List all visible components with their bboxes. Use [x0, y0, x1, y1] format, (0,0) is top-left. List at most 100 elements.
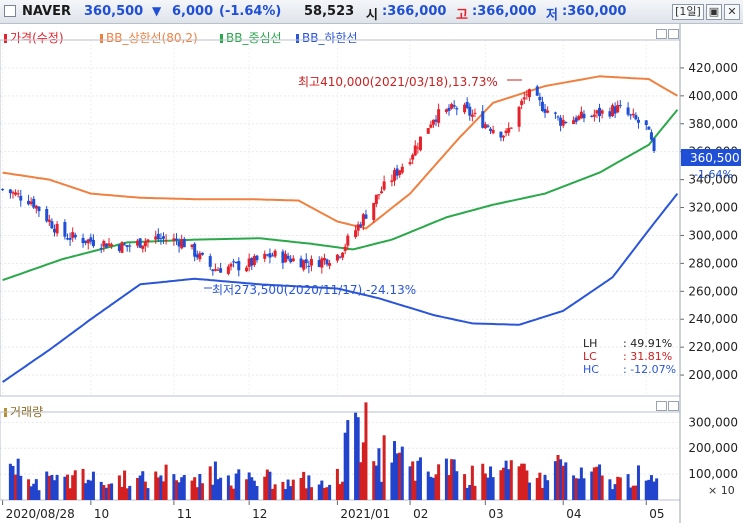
candle-body — [572, 120, 576, 125]
candle-body — [11, 192, 15, 194]
volume-bar — [527, 482, 531, 500]
candle-body — [164, 240, 168, 242]
price-panel-settings-icon[interactable] — [656, 29, 667, 39]
lc-label: LC — [583, 350, 597, 363]
volume-bar — [86, 479, 90, 500]
volume-panel-close-icon[interactable] — [668, 401, 679, 411]
candle-body — [418, 136, 422, 151]
volume-bar — [73, 470, 77, 500]
volume-bar — [320, 480, 324, 500]
candle-body — [141, 245, 145, 249]
volume-bar — [174, 480, 178, 500]
volume-bar — [634, 485, 638, 500]
x-tick-label: 10 — [94, 507, 109, 521]
open-label: 시 — [366, 8, 378, 23]
volume-bar — [400, 446, 404, 500]
candle-body — [341, 252, 345, 258]
bb-upper-line — [2, 75, 678, 230]
volume-bar — [450, 459, 454, 500]
volume-panel-settings-icon[interactable] — [656, 401, 667, 411]
volume-bar — [393, 441, 397, 500]
volume-bar — [473, 485, 477, 500]
volume-bar — [107, 484, 111, 500]
volume-bar — [237, 469, 241, 500]
volume-bar — [193, 477, 197, 500]
period-button[interactable]: [1일] — [672, 4, 704, 20]
price-tag-value: 360,500 — [690, 151, 740, 165]
candle-body — [579, 111, 583, 119]
volume-bar — [437, 464, 441, 500]
volume-bar — [250, 477, 254, 500]
candle-body — [380, 191, 384, 194]
volume-bar — [395, 453, 399, 500]
candle-body — [509, 127, 513, 129]
volume-bar — [304, 488, 308, 500]
volume-bar — [416, 460, 420, 500]
volume-bar — [47, 475, 51, 500]
volume-bar — [180, 477, 184, 500]
candle-body — [53, 228, 57, 233]
volume-bar — [364, 402, 368, 500]
volume-bar — [390, 462, 394, 500]
candle-body — [647, 126, 651, 130]
volume-bar — [553, 461, 557, 500]
price-change: 6,000 — [172, 4, 214, 19]
volume-bar — [71, 475, 75, 500]
candle-body — [343, 246, 347, 251]
candle-body — [177, 241, 181, 247]
volume-bar — [247, 472, 251, 500]
candle-body — [73, 234, 77, 238]
volume-bar — [143, 481, 147, 500]
price-panel-close-icon[interactable] — [668, 29, 679, 39]
candle-body — [398, 170, 402, 175]
volume-bar — [34, 479, 38, 500]
price-tick-label: 420,000 — [688, 61, 738, 75]
volume-bar — [177, 482, 181, 500]
candle-body — [525, 94, 529, 96]
candle-body — [271, 255, 275, 257]
candle-body — [631, 113, 635, 116]
volume-bar — [138, 475, 142, 500]
candle-body — [190, 244, 194, 248]
candle-body — [592, 114, 596, 117]
price-tick-label: 380,000 — [688, 117, 738, 131]
candle-body — [84, 240, 88, 243]
volume-bar — [463, 474, 467, 500]
candle-body — [359, 224, 363, 227]
candle-body — [652, 138, 656, 151]
volume-bar — [356, 417, 360, 500]
volume-bar — [219, 477, 223, 500]
volume-bar — [234, 473, 238, 500]
candle-body — [102, 241, 106, 247]
candle-body — [27, 200, 31, 205]
select-checkbox[interactable] — [4, 5, 16, 17]
volume-bar — [27, 479, 31, 500]
candle-body — [304, 259, 308, 264]
candle-body — [535, 86, 539, 96]
candle-body — [611, 105, 615, 117]
candle-body — [309, 258, 313, 266]
candle-body — [1, 189, 5, 191]
candle-body — [172, 238, 176, 241]
volume-bar — [590, 471, 594, 500]
volume-legend-marker — [4, 408, 7, 417]
volume-bar — [198, 474, 202, 500]
close-icon[interactable]: ✕ — [724, 4, 740, 20]
candle-body — [247, 258, 251, 267]
restore-icon[interactable]: ▣ — [706, 4, 722, 20]
volume-bar — [522, 463, 526, 500]
volume-bar — [504, 460, 508, 500]
current-price: 360,500 — [84, 4, 144, 19]
price-tag — [681, 149, 741, 166]
volume-bar — [273, 484, 277, 500]
candle-body — [213, 269, 217, 271]
volume-bar — [631, 485, 635, 500]
volume-bar — [374, 465, 378, 500]
candle-body — [426, 128, 430, 134]
volume-bar — [577, 478, 581, 500]
down-arrow-icon: ▼ — [152, 4, 162, 18]
candle-body — [413, 145, 417, 156]
candle-body — [364, 214, 368, 219]
candle-body — [234, 262, 238, 264]
volume-bar — [195, 487, 199, 500]
